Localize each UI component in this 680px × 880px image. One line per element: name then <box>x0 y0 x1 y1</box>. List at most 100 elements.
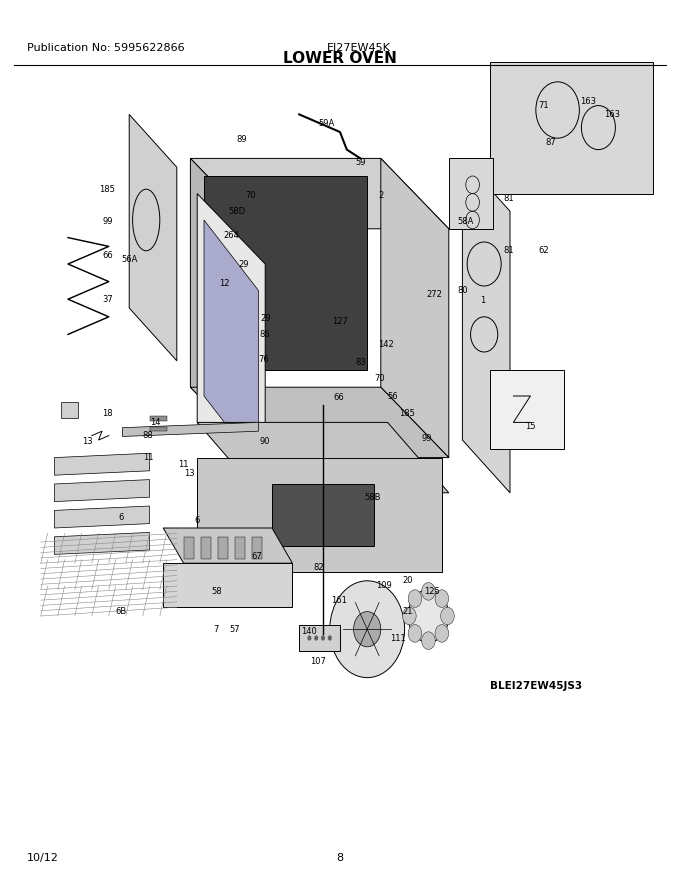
Text: 12: 12 <box>219 279 230 288</box>
Text: 90: 90 <box>260 437 271 446</box>
Bar <box>150 427 167 431</box>
Text: 2: 2 <box>378 191 384 200</box>
Polygon shape <box>54 506 150 528</box>
Text: 87: 87 <box>545 138 556 147</box>
Circle shape <box>321 635 325 641</box>
Text: 81: 81 <box>503 246 514 255</box>
Text: 82: 82 <box>313 563 324 572</box>
Circle shape <box>328 635 332 641</box>
Text: 70: 70 <box>245 191 256 200</box>
Text: 29: 29 <box>260 314 271 323</box>
Text: 1: 1 <box>480 297 486 305</box>
Text: 163: 163 <box>580 97 596 106</box>
Text: 57: 57 <box>229 625 240 634</box>
Polygon shape <box>204 176 367 370</box>
Bar <box>490 370 564 449</box>
Circle shape <box>441 607 454 625</box>
Text: 83: 83 <box>355 358 366 367</box>
Polygon shape <box>462 158 510 493</box>
Circle shape <box>408 590 422 607</box>
Text: 88: 88 <box>143 431 154 440</box>
Circle shape <box>422 632 435 649</box>
Text: 14: 14 <box>150 418 160 427</box>
Polygon shape <box>54 532 150 554</box>
Text: 142: 142 <box>378 341 394 349</box>
Text: 56: 56 <box>388 392 398 400</box>
Text: 127: 127 <box>332 317 348 326</box>
Text: 185: 185 <box>99 185 116 194</box>
Text: 29: 29 <box>238 260 249 268</box>
Circle shape <box>435 590 449 607</box>
Text: 21: 21 <box>403 607 413 616</box>
Circle shape <box>408 625 422 642</box>
Text: 59: 59 <box>355 158 366 167</box>
Text: 58A: 58A <box>458 217 474 226</box>
Text: 10/12: 10/12 <box>27 853 59 863</box>
Circle shape <box>408 590 449 642</box>
Polygon shape <box>272 484 374 546</box>
Text: 58D: 58D <box>228 207 245 216</box>
Bar <box>218 537 228 559</box>
Text: 80: 80 <box>457 286 468 295</box>
Text: 89: 89 <box>236 135 247 143</box>
Polygon shape <box>54 480 150 502</box>
Text: 67: 67 <box>252 552 262 561</box>
Circle shape <box>435 625 449 642</box>
Polygon shape <box>163 528 292 563</box>
Text: 99: 99 <box>102 217 113 226</box>
Text: 264: 264 <box>223 231 239 240</box>
Bar <box>61 402 78 418</box>
Text: 6B: 6B <box>116 607 126 616</box>
Text: 107: 107 <box>310 657 326 666</box>
Circle shape <box>422 583 435 600</box>
Text: 20: 20 <box>403 576 413 585</box>
Text: 161: 161 <box>330 596 347 605</box>
Text: 11: 11 <box>178 460 189 469</box>
Text: 62: 62 <box>539 246 549 255</box>
Polygon shape <box>190 387 449 458</box>
Text: 125: 125 <box>424 587 440 596</box>
Text: 58: 58 <box>211 587 222 596</box>
Bar <box>201 537 211 559</box>
Text: 15: 15 <box>525 422 536 431</box>
Text: 81: 81 <box>503 194 514 202</box>
Text: 8: 8 <box>337 853 343 863</box>
Text: 272: 272 <box>426 290 442 299</box>
Text: 37: 37 <box>102 295 113 304</box>
Circle shape <box>307 635 311 641</box>
Text: 185: 185 <box>398 409 415 418</box>
Text: 66: 66 <box>333 393 344 402</box>
Text: 58B: 58B <box>364 493 381 502</box>
Polygon shape <box>163 563 292 607</box>
Circle shape <box>403 607 416 625</box>
Text: 7: 7 <box>214 625 219 634</box>
Text: 18: 18 <box>102 409 113 418</box>
Text: 56A: 56A <box>121 255 137 264</box>
Polygon shape <box>129 114 177 361</box>
Polygon shape <box>190 158 258 458</box>
Text: 6: 6 <box>118 513 124 522</box>
Polygon shape <box>204 220 258 466</box>
Text: 111: 111 <box>390 634 406 642</box>
Bar <box>449 158 493 229</box>
Text: LOWER OVEN: LOWER OVEN <box>283 51 397 67</box>
Polygon shape <box>299 625 340 651</box>
Text: 99: 99 <box>422 434 432 443</box>
Text: 109: 109 <box>376 581 392 590</box>
Text: 86: 86 <box>260 330 271 339</box>
Text: 59A: 59A <box>318 119 335 128</box>
Text: BLEI27EW45JS3: BLEI27EW45JS3 <box>490 681 581 692</box>
Text: 11: 11 <box>143 453 154 462</box>
Text: EI27EW45K: EI27EW45K <box>326 43 390 54</box>
Polygon shape <box>197 194 265 493</box>
Bar <box>252 537 262 559</box>
Text: 163: 163 <box>604 110 620 119</box>
Bar <box>150 416 167 421</box>
Circle shape <box>354 612 381 647</box>
Text: 76: 76 <box>258 355 269 363</box>
Polygon shape <box>197 458 442 572</box>
Text: 70: 70 <box>374 374 385 383</box>
Polygon shape <box>490 62 653 194</box>
Circle shape <box>314 635 318 641</box>
Polygon shape <box>122 422 258 436</box>
